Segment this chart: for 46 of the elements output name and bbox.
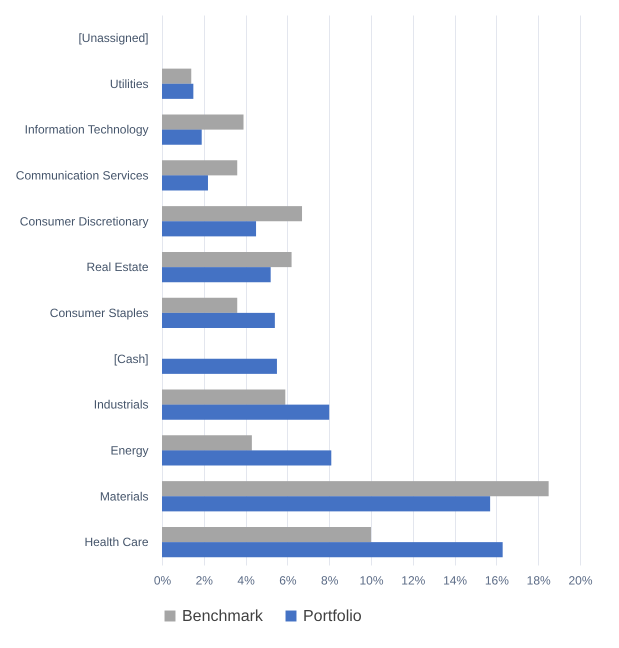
y-tick-label: Real Estate [86,260,149,274]
bar [162,68,192,84]
y-tick-label: Industrials [94,398,148,412]
bar [162,450,332,466]
bar [162,481,549,496]
x-tick-label: 14% [443,574,468,588]
bar [162,298,238,313]
bar [162,114,244,130]
x-tick-label: 20% [568,574,593,588]
y-tick-label: Utilities [110,76,148,91]
y-tick-label: Consumer Staples [50,306,148,320]
legend-label: Benchmark [182,608,264,625]
x-tick-label: 6% [279,574,297,588]
x-tick-label: 8% [321,574,339,588]
bar [162,160,238,176]
bar [162,130,202,145]
y-tick-label: Consumer Discretionary [20,214,148,228]
bar [162,496,490,512]
y-tick-label: Materials [100,489,148,504]
y-tick-label: Health Care [84,535,149,550]
bar [162,404,330,420]
bar [162,221,256,236]
x-tick-label: 0% [154,574,172,588]
y-tick-label: Information Technology [24,122,148,137]
legend-label: Portfolio [303,608,362,625]
bar [162,542,503,558]
x-tick-label: 12% [401,574,426,588]
y-tick-label: Communication Services [16,168,148,182]
x-tick-label: 2% [196,574,214,588]
bar [162,389,286,405]
y-tick-label: [Cash] [114,352,148,366]
bar [162,267,271,282]
bar [162,175,208,191]
y-tick-label: [Unassigned] [78,30,148,45]
bar [162,312,275,328]
bar [162,435,252,450]
bar [162,358,277,374]
x-tick-label: 4% [237,574,256,588]
x-tick-label: 18% [526,574,552,588]
bar [162,252,292,268]
bar [162,84,194,99]
x-tick-label: 16% [484,574,510,588]
bar [162,206,302,222]
bar [162,526,371,542]
x-tick-label: 10% [359,574,384,588]
y-tick-label: Energy [110,443,148,458]
